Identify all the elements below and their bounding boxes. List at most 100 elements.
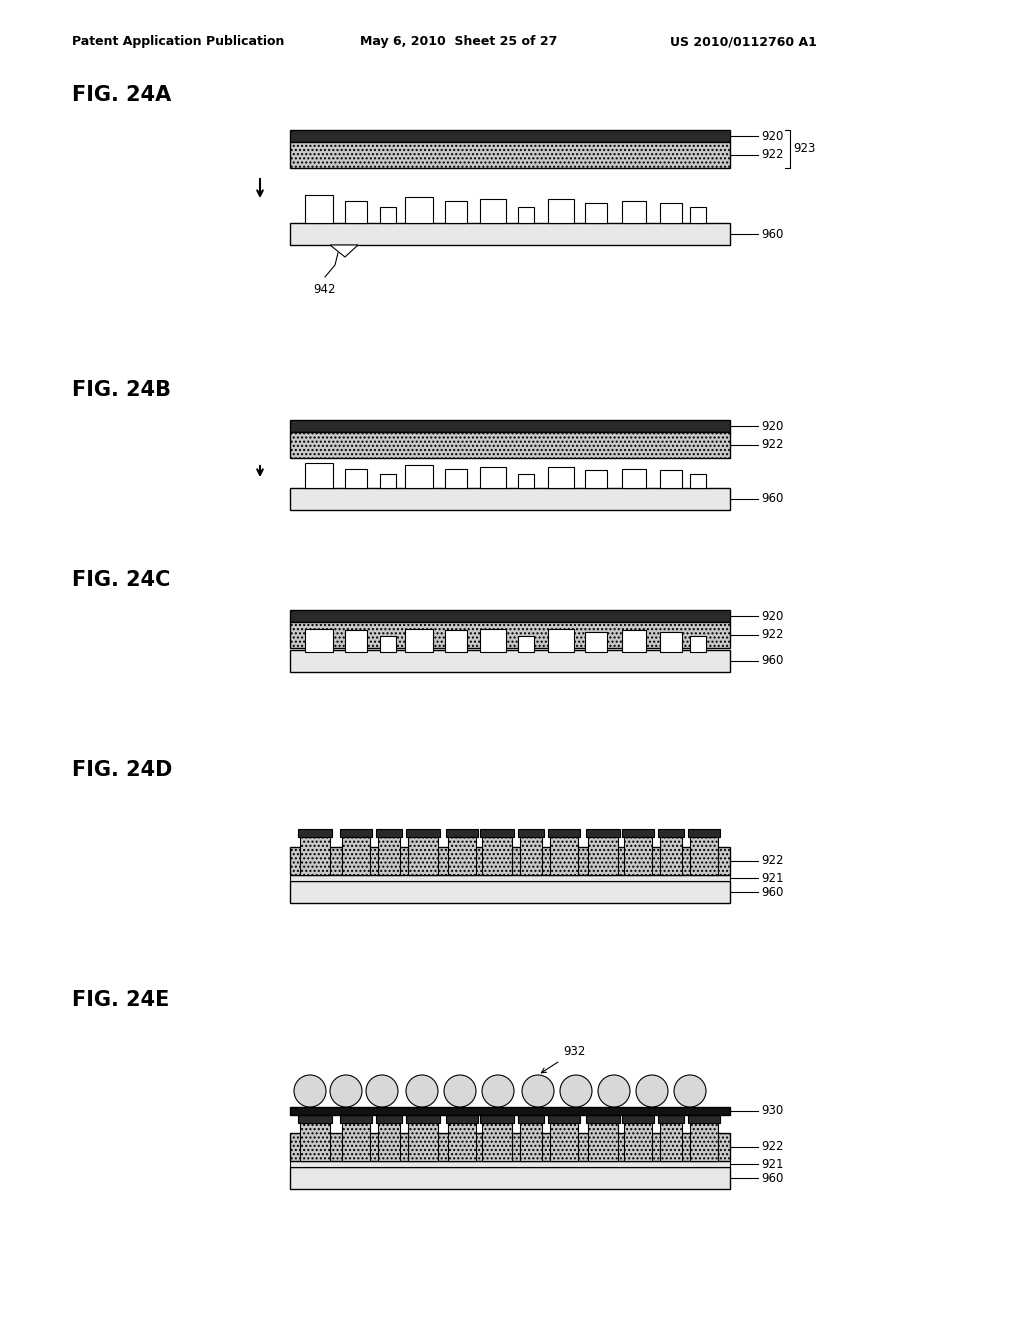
Bar (624, 837, 652, 875)
Bar (585, 470, 607, 488)
Bar (376, 829, 402, 837)
Bar (406, 197, 433, 223)
Text: FIG. 24E: FIG. 24E (72, 990, 169, 1010)
Bar (345, 469, 367, 488)
Text: 922: 922 (761, 628, 783, 642)
Circle shape (560, 1074, 592, 1107)
Bar (290, 420, 730, 432)
Bar (585, 203, 607, 223)
Bar (290, 610, 730, 622)
Bar (690, 474, 706, 488)
Bar (622, 1115, 654, 1123)
Text: 921: 921 (761, 1158, 783, 1171)
Text: FIG. 24D: FIG. 24D (72, 760, 172, 780)
Bar (290, 488, 730, 510)
Bar (340, 829, 372, 837)
Bar (445, 630, 467, 652)
Bar (298, 1115, 332, 1123)
Bar (586, 829, 620, 837)
Bar (622, 630, 646, 652)
Bar (660, 470, 682, 488)
Bar (548, 630, 574, 652)
Bar (290, 1162, 730, 1167)
Bar (482, 1123, 512, 1162)
Bar (690, 207, 706, 223)
Bar (380, 207, 396, 223)
Bar (658, 829, 684, 837)
Bar (408, 837, 438, 875)
Bar (688, 1115, 720, 1123)
Circle shape (636, 1074, 668, 1107)
Text: 960: 960 (761, 1172, 783, 1184)
Text: 922: 922 (761, 149, 783, 161)
Bar (482, 837, 512, 875)
Text: 930: 930 (761, 1105, 783, 1118)
Bar (688, 829, 720, 837)
Text: US 2010/0112760 A1: US 2010/0112760 A1 (670, 36, 817, 49)
Circle shape (598, 1074, 630, 1107)
Bar (300, 837, 330, 875)
Circle shape (522, 1074, 554, 1107)
Bar (408, 1123, 438, 1162)
Text: 960: 960 (761, 655, 783, 668)
Bar (624, 1123, 652, 1162)
Bar (305, 463, 333, 488)
Bar (518, 636, 534, 652)
Text: 920: 920 (761, 129, 783, 143)
Text: FIG. 24C: FIG. 24C (72, 570, 170, 590)
Bar (290, 1167, 730, 1189)
Circle shape (330, 1074, 362, 1107)
Bar (290, 223, 730, 246)
Bar (378, 837, 400, 875)
Bar (548, 199, 574, 223)
Bar (480, 199, 506, 223)
Bar (449, 1123, 476, 1162)
Bar (376, 1115, 402, 1123)
Text: May 6, 2010  Sheet 25 of 27: May 6, 2010 Sheet 25 of 27 (360, 36, 557, 49)
Bar (690, 1123, 718, 1162)
Circle shape (366, 1074, 398, 1107)
Text: 920: 920 (761, 610, 783, 623)
Bar (622, 829, 654, 837)
Text: 923: 923 (793, 143, 815, 156)
Bar (290, 129, 730, 143)
Bar (406, 465, 433, 488)
Bar (480, 467, 506, 488)
Bar (446, 829, 478, 837)
Bar (660, 837, 682, 875)
Polygon shape (330, 246, 358, 257)
Bar (378, 1123, 400, 1162)
Bar (586, 1115, 620, 1123)
Bar (290, 880, 730, 903)
Bar (550, 1123, 578, 1162)
Bar (300, 1123, 330, 1162)
Text: FIG. 24B: FIG. 24B (72, 380, 171, 400)
Bar (305, 195, 333, 223)
Bar (520, 837, 542, 875)
Bar (342, 837, 370, 875)
Text: 922: 922 (761, 1140, 783, 1154)
Bar (290, 649, 730, 672)
Bar (585, 632, 607, 652)
Bar (290, 432, 730, 458)
Bar (290, 1133, 730, 1162)
Text: 932: 932 (542, 1045, 586, 1073)
Bar (690, 636, 706, 652)
Bar (290, 1107, 730, 1115)
Circle shape (482, 1074, 514, 1107)
Text: 942: 942 (313, 282, 336, 296)
Bar (658, 1115, 684, 1123)
Bar (342, 1123, 370, 1162)
Bar (480, 630, 506, 652)
Bar (340, 1115, 372, 1123)
Text: 922: 922 (761, 438, 783, 451)
Bar (290, 622, 730, 648)
Bar (445, 469, 467, 488)
Bar (588, 837, 618, 875)
Text: 921: 921 (761, 871, 783, 884)
Bar (548, 829, 580, 837)
Bar (445, 201, 467, 223)
Bar (380, 636, 396, 652)
Bar (550, 837, 578, 875)
Circle shape (674, 1074, 706, 1107)
